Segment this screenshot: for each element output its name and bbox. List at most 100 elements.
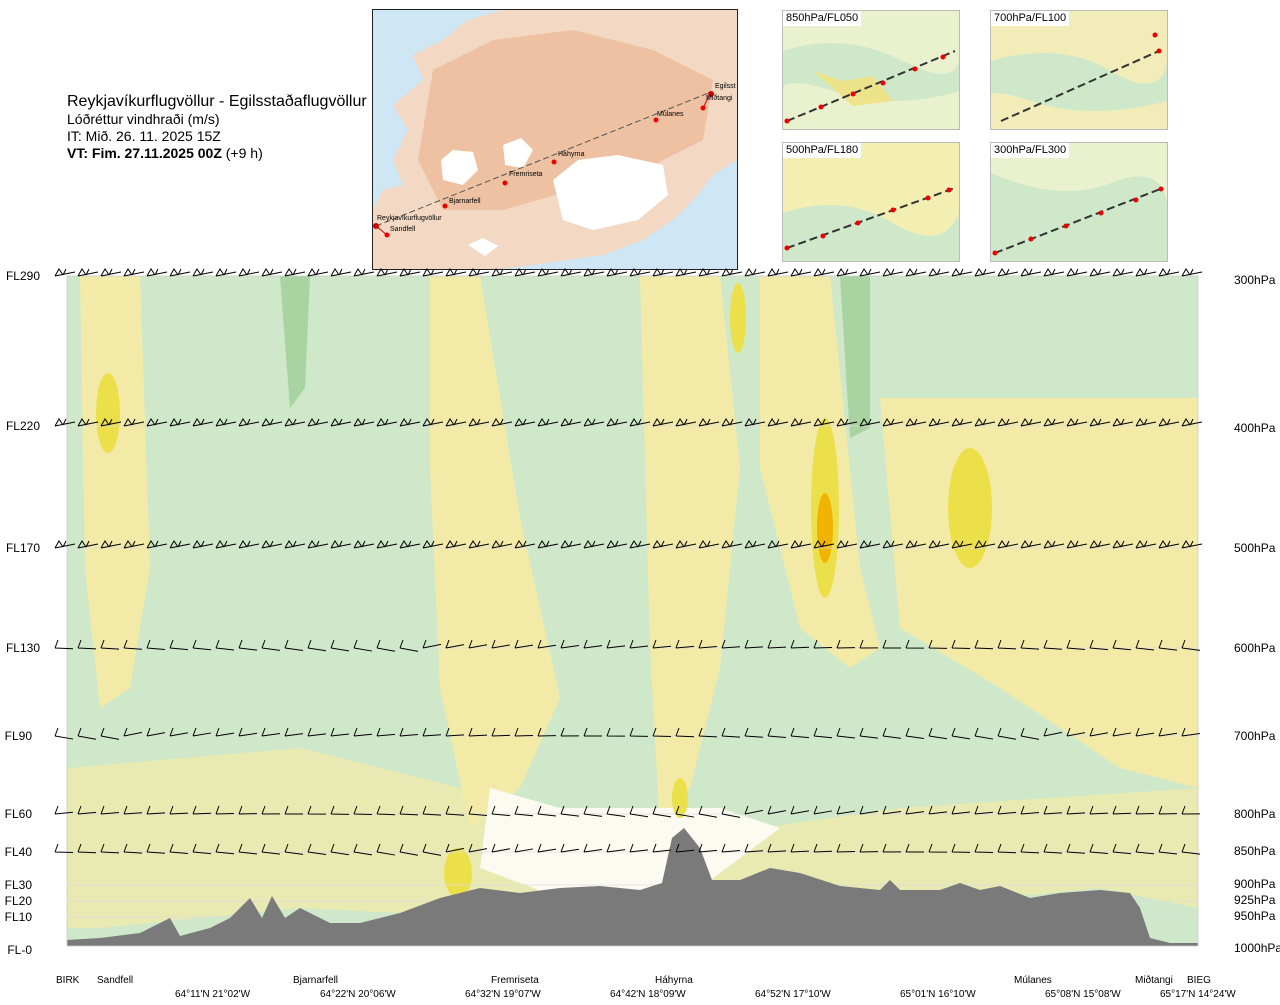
wind-barb (376, 843, 396, 856)
field-core-3 (948, 448, 992, 568)
mini-map-300-label: 300hPa/FL300 (991, 143, 1070, 158)
wind-barb (974, 639, 994, 650)
wind-barb (100, 418, 122, 427)
wind-barb (1089, 540, 1111, 549)
station-bjarnarfell: Bjarnarfell (293, 975, 339, 986)
wind-barb (583, 805, 603, 817)
wind-barb (606, 268, 628, 277)
wind-barb (744, 418, 766, 427)
wind-barb (767, 418, 789, 427)
wind-barb (54, 268, 76, 277)
wind-barb (652, 727, 672, 738)
wind-barb (123, 843, 143, 854)
wind-barb (721, 805, 741, 818)
wind-barb (928, 268, 950, 277)
wind-barb (1135, 268, 1157, 277)
wind-barb (560, 805, 580, 817)
wind-barb (1066, 639, 1086, 650)
wind-barb (606, 805, 626, 818)
wind-barb (215, 843, 235, 855)
wind-barb (261, 268, 283, 277)
wind-barb (1089, 727, 1109, 737)
wind-barb (1158, 540, 1180, 549)
wind-barb (721, 268, 743, 277)
wind-barb (399, 639, 419, 652)
wind-barb (399, 418, 421, 427)
wind-barb (813, 639, 833, 649)
chart-header: Reykjavíkurflugvöllur - Egilsstaðaflugvö… (67, 93, 367, 162)
wind-barb (284, 805, 303, 815)
wind-barb (905, 727, 925, 740)
field-yellow-3 (640, 276, 740, 828)
wind-barb (1066, 418, 1088, 427)
point-bieg (708, 91, 714, 97)
wind-barb (146, 418, 168, 427)
wind-barb (560, 418, 582, 427)
wind-barb (974, 540, 996, 549)
map-label-reykjavik: Reykjavíkurflugvöllur (377, 215, 442, 222)
wind-barb (146, 540, 168, 549)
coord-1: 64°11'N 21°02'W (175, 989, 251, 1000)
wind-barb (399, 843, 419, 856)
wind-barb (675, 268, 697, 277)
wind-barb (123, 727, 143, 737)
wind-barb (997, 727, 1017, 740)
wind-barb (1066, 727, 1086, 737)
wind-barb (1020, 843, 1040, 854)
wind-barb (330, 268, 352, 277)
wind-barb (675, 639, 695, 649)
station-sandfell: Sandfell (97, 975, 134, 986)
wind-barb (698, 639, 718, 649)
wind-barb (169, 843, 189, 854)
wind-barb (1043, 268, 1065, 277)
wind-barb (514, 540, 536, 549)
coord-5: 64°52'N 17°10'W (755, 989, 831, 1000)
wind-barb (376, 418, 398, 427)
wind-barb (1112, 540, 1134, 549)
wind-barb (583, 418, 605, 427)
wind-barb (1066, 805, 1086, 815)
fl-label-0: FL-0 (7, 943, 32, 957)
hpa-label-900: 900hPa (1234, 877, 1276, 891)
wind-barb (1089, 843, 1109, 854)
field-core-1 (96, 373, 120, 453)
fl-label-130: FL130 (5, 641, 40, 655)
wind-barb (445, 540, 467, 549)
wind-barb (836, 418, 858, 427)
wind-barb (284, 639, 304, 652)
wind-barb (261, 540, 283, 549)
wind-barb (77, 540, 99, 549)
wind-barb (468, 540, 490, 549)
map-label-bjarnarfell: Bjarnarfell (449, 198, 481, 205)
wind-barb (238, 727, 258, 737)
glacier-langjokull (441, 150, 478, 185)
wind-barb (215, 268, 237, 277)
station-midtangi: Miðtangi (1135, 975, 1173, 986)
mini-map-850: 850hPa/FL050 (782, 10, 960, 130)
wind-barb (997, 805, 1017, 815)
wind-barb (468, 268, 490, 277)
wind-barb (422, 843, 442, 856)
wind-barb (698, 843, 718, 853)
wind-barb (376, 540, 398, 549)
glacier-hofsjokull (503, 138, 533, 168)
wind-barb (997, 843, 1017, 854)
wind-barb (1043, 540, 1065, 549)
wind-barb (1181, 805, 1201, 815)
wind-barb (491, 268, 513, 277)
wind-barb (951, 805, 971, 815)
wind-barb (238, 540, 260, 549)
wind-barb (192, 418, 214, 427)
wind-barb (514, 805, 534, 817)
station-hahyrna: Háhyrna (655, 975, 693, 986)
wind-barb (77, 805, 97, 815)
wind-barb (1158, 727, 1178, 737)
wind-barb (721, 540, 743, 549)
wind-barb (238, 639, 258, 651)
wind-barb (468, 727, 488, 737)
wind-barb (468, 639, 488, 649)
wind-barb (882, 540, 904, 549)
wind-barb (882, 268, 904, 277)
wind-barb (790, 843, 810, 853)
wind-barb (468, 805, 488, 816)
